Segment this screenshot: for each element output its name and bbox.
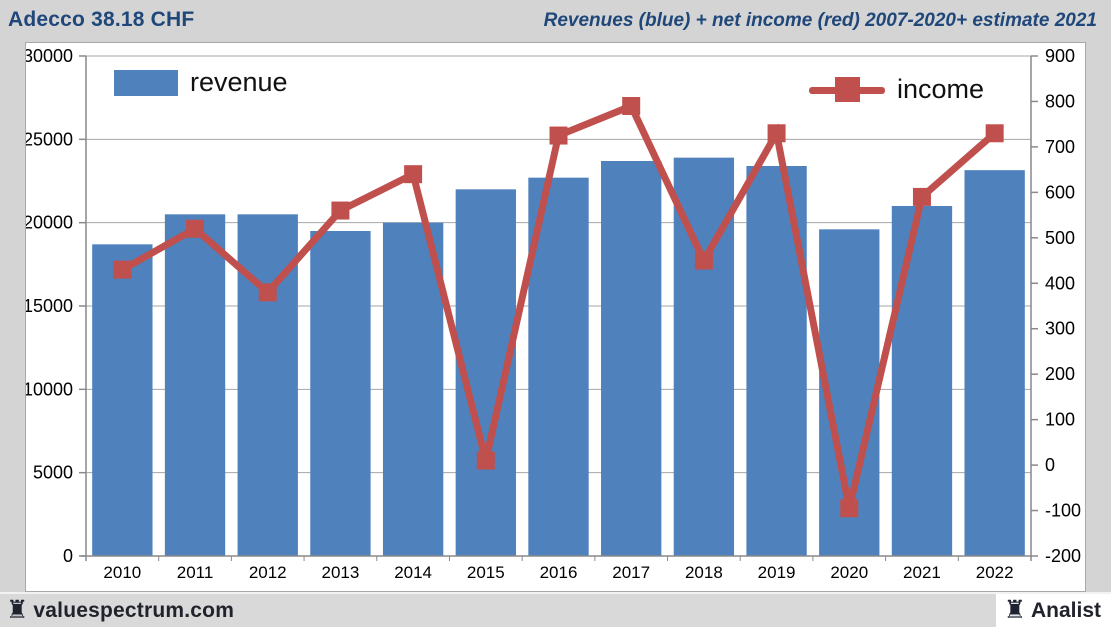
- x-axis-label-2016: 2016: [540, 563, 578, 582]
- right-axis-tick-label: 800: [1045, 91, 1075, 111]
- x-axis-label-2012: 2012: [249, 563, 287, 582]
- page-title: Adecco 38.18 CHF: [8, 8, 195, 31]
- x-axis-label-2011: 2011: [177, 563, 214, 582]
- x-axis-label-2010: 2010: [103, 563, 141, 582]
- footer-site-link[interactable]: ♜ valuespectrum.com: [6, 595, 234, 626]
- revenue-bar-2021: [891, 206, 953, 556]
- income-marker-2017: [622, 97, 641, 115]
- right-axis-tick-label: -200: [1045, 546, 1081, 566]
- right-axis-tick-label: -100: [1045, 501, 1081, 521]
- income-marker-2022: [985, 124, 1004, 143]
- right-axis-tick-label: 500: [1045, 228, 1075, 248]
- chart-subtitle: Revenues (blue) + net income (red) 2007-…: [543, 10, 1097, 31]
- right-axis-tick-label: 400: [1045, 273, 1075, 293]
- chart-svg: 0 5000 10000 15000 20000 25000 30000 -200 -100 0 1…: [26, 46, 1081, 582]
- income-marker-icon: [835, 76, 860, 102]
- legend-revenue: revenue: [114, 67, 288, 98]
- revenue-bar-2010: [92, 244, 153, 557]
- legend-income: income: [809, 74, 984, 105]
- right-axis-tick-label: 200: [1045, 364, 1075, 384]
- x-axis-label-2021: 2021: [903, 563, 941, 582]
- x-axis-label-2015: 2015: [467, 563, 505, 582]
- rook-icon: ♜: [6, 596, 29, 624]
- left-axis-tick-label: 15000: [26, 296, 73, 316]
- revenue-bar-2022: [964, 170, 1025, 556]
- income-marker-2021: [912, 187, 931, 206]
- revenue-bar-2017: [601, 161, 662, 556]
- revenue-bar-2014: [382, 222, 444, 556]
- right-axis-tick-label: 700: [1045, 137, 1075, 157]
- legend-income-label: income: [897, 74, 985, 104]
- x-axis-label-2014: 2014: [394, 563, 432, 582]
- left-axis-tick-label: 0: [63, 546, 73, 566]
- income-marker-2011: [186, 219, 205, 238]
- income-marker-2015: [476, 451, 495, 470]
- right-axis-tick-label: 0: [1045, 455, 1055, 475]
- right-axis-tick-label: 100: [1045, 410, 1075, 430]
- right-axis-tick-label: 600: [1045, 182, 1075, 202]
- x-axis-label-2018: 2018: [685, 563, 723, 582]
- right-axis-tick-label: 300: [1045, 319, 1075, 339]
- rook-icon: ♜: [1003, 596, 1026, 624]
- revenue-swatch-icon: [114, 69, 178, 96]
- income-marker-2019: [767, 124, 786, 143]
- income-marker-2013: [331, 201, 350, 220]
- income-marker-2016: [549, 126, 568, 145]
- income-marker-2014: [404, 165, 423, 184]
- revenue-bar-2013: [310, 231, 371, 556]
- footer-brand-badge[interactable]: ♜ Analist: [995, 594, 1111, 627]
- x-axis-label-2019: 2019: [758, 563, 796, 582]
- x-axis-label-2013: 2013: [322, 563, 360, 582]
- income-marker-2018: [694, 251, 713, 270]
- chart-panel: 0 5000 10000 15000 20000 25000 30000 -200 -100 0 1…: [25, 42, 1086, 592]
- income-swatch-icon: [809, 76, 885, 103]
- header: Adecco 38.18 CHF Revenues (blue) + net i…: [0, 0, 1111, 42]
- footer-brand-label: Analist: [1030, 598, 1101, 622]
- right-axis-tick-label: 900: [1045, 46, 1075, 66]
- income-marker-2020: [840, 499, 859, 518]
- income-marker-2012: [258, 283, 277, 302]
- x-axis-label-2020: 2020: [830, 563, 868, 582]
- left-axis-tick-label: 5000: [33, 463, 73, 483]
- x-axis-label-2017: 2017: [612, 563, 650, 582]
- legend-revenue-label: revenue: [190, 67, 288, 97]
- left-axis-tick-label: 20000: [26, 213, 73, 233]
- footer: ♜ valuespectrum.com ♜ Analist: [0, 592, 1111, 627]
- left-axis-tick-label: 25000: [26, 129, 73, 149]
- revenue-bar-2011: [164, 214, 226, 557]
- left-axis-tick-label: 30000: [26, 46, 73, 66]
- x-axis-label-2022: 2022: [976, 563, 1014, 582]
- left-axis-tick-label: 10000: [26, 379, 73, 399]
- footer-site-label: valuespectrum.com: [33, 598, 235, 622]
- income-marker-2010: [113, 260, 132, 279]
